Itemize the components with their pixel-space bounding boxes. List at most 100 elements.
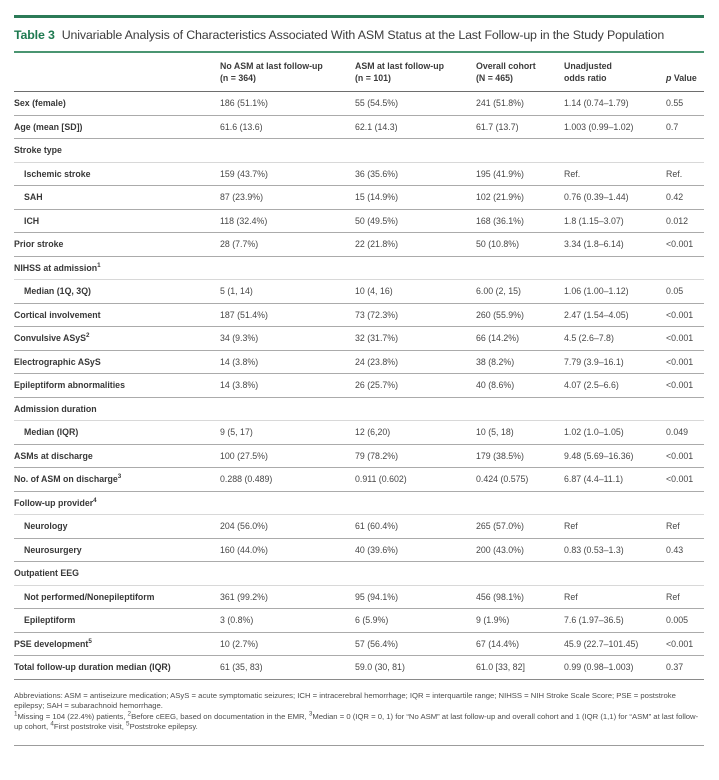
cell-value — [564, 561, 666, 586]
footnote-marker: 3 — [117, 473, 122, 481]
cell-value: 28 (7.7%) — [220, 232, 355, 257]
table-row: Sex (female) 186 (51.1%) 55 (54.5%) 241 (51… — [14, 91, 704, 116]
cell-value: 456 (98.1%) — [476, 585, 564, 609]
row-label: Outpatient EEG — [14, 561, 220, 586]
cell-value: 0.012 — [666, 209, 704, 233]
cell-value — [564, 491, 666, 515]
table-row: Neurology 204 (56.0%) 61 (60.4%) 265 (57.0%… — [14, 514, 704, 539]
cell-value: 1.14 (0.74–1.79) — [564, 91, 666, 116]
cell-value: 1.06 (1.00–1.12) — [564, 279, 666, 304]
cell-value: 187 (51.4%) — [220, 303, 355, 327]
cell-value: 36 (35.6%) — [355, 162, 476, 186]
row-label: Epileptiform abnormalities — [14, 373, 220, 398]
cell-value: Ref. — [564, 162, 666, 186]
cell-value: 9 (5, 17) — [220, 420, 355, 445]
cell-value: 3.34 (1.8–6.14) — [564, 232, 666, 257]
cell-value: 7.79 (3.9–16.1) — [564, 350, 666, 374]
top-divider-bar — [14, 15, 704, 18]
header-col-asm: ASM at last follow-up (n = 101) — [355, 53, 476, 92]
cell-value: 241 (51.8%) — [476, 91, 564, 116]
header-col-no-asm: No ASM at last follow-up (n = 364) — [220, 53, 355, 92]
row-label: Electrographic ASyS — [14, 350, 220, 374]
cell-value: 87 (23.9%) — [220, 185, 355, 210]
cell-value: 102 (21.9%) — [476, 185, 564, 210]
row-label: Median (1Q, 3Q) — [14, 279, 220, 304]
cell-value: 0.05 — [666, 279, 704, 304]
cell-value — [666, 138, 704, 163]
cell-value: 61 (35, 83) — [220, 655, 355, 680]
cell-value — [355, 397, 476, 421]
cell-value: 26 (25.7%) — [355, 373, 476, 398]
cell-value — [355, 138, 476, 163]
table-row: Neurosurgery 160 (44.0%) 40 (39.6%) 200 (43… — [14, 538, 704, 562]
header-col-overall: Overall cohort (N = 465) — [476, 53, 564, 92]
cell-value: 50 (49.5%) — [355, 209, 476, 233]
cell-value: 62.1 (14.3) — [355, 115, 476, 139]
cell-value: 0.37 — [666, 655, 704, 680]
cell-value: 186 (51.1%) — [220, 91, 355, 116]
footnote-marker: 5 — [126, 720, 130, 728]
cell-value: 0.43 — [666, 538, 704, 562]
cell-value: 15 (14.9%) — [355, 185, 476, 210]
cell-value — [564, 138, 666, 163]
abbreviations-note: Abbreviations: ASM = antiseizure medicat… — [14, 690, 676, 711]
footnote-marker: 5 — [88, 637, 92, 645]
table-row: Prior stroke 28 (7.7%) 22 (21.8%) 50 (10.8%… — [14, 232, 704, 257]
row-label: ASMs at discharge — [14, 444, 220, 468]
row-label: Neurosurgery — [14, 538, 220, 562]
cell-value: 1.003 (0.99–1.02) — [564, 115, 666, 139]
cell-value: 12 (6,20) — [355, 420, 476, 445]
cell-value: 0.911 (0.602) — [355, 467, 476, 492]
cell-value — [666, 397, 704, 421]
cell-value — [220, 491, 355, 515]
title-underline-rule — [14, 51, 704, 53]
cell-value: <0.001 — [666, 232, 704, 257]
footnote-marker: 3 — [308, 710, 313, 718]
cell-value: Ref — [666, 585, 704, 609]
cell-value: 4.5 (2.6–7.8) — [564, 326, 666, 351]
cell-value: 55 (54.5%) — [355, 91, 476, 116]
header-col-odds-ratio: Unadjusted odds ratio — [564, 53, 666, 92]
cell-value: 5 (1, 14) — [220, 279, 355, 304]
section-header-row: Admission duration — [14, 397, 704, 421]
cell-value: 0.424 (0.575) — [476, 467, 564, 492]
cell-value: <0.001 — [666, 632, 704, 656]
cell-value: 34 (9.3%) — [220, 326, 355, 351]
cell-value — [355, 256, 476, 280]
row-label: Ischemic stroke — [14, 162, 220, 186]
cell-value: <0.001 — [666, 467, 704, 492]
table-row: Age (mean [SD]) 61.6 (13.6) 62.1 (14.3) 61.… — [14, 115, 704, 139]
table-row: Median (1Q, 3Q) 5 (1, 14) 10 (4, 16) 6.00 (… — [14, 279, 704, 304]
cell-value: <0.001 — [666, 444, 704, 468]
cell-value — [220, 256, 355, 280]
cell-value: 50 (10.8%) — [476, 232, 564, 257]
row-label: No. of ASM on discharge3 — [14, 467, 220, 492]
cell-value — [220, 138, 355, 163]
table-body: Sex (female) 186 (51.1%) 55 (54.5%) 241 (51… — [14, 91, 704, 680]
row-label: SAH — [14, 185, 220, 210]
cell-value: 1.8 (1.15–3.07) — [564, 209, 666, 233]
section-header-row: Follow-up provider4 — [14, 491, 704, 515]
cell-value: 0.99 (0.98–1.003) — [564, 655, 666, 680]
row-label: NIHSS at admission1 — [14, 256, 220, 280]
table-row: Epileptiform abnormalities 14 (3.8%) 26 (2… — [14, 373, 704, 398]
cell-value: 204 (56.0%) — [220, 514, 355, 539]
cell-value — [476, 138, 564, 163]
header-empty-cell — [14, 53, 220, 92]
cell-value: 160 (44.0%) — [220, 538, 355, 562]
cell-value: 1.02 (1.0–1.05) — [564, 420, 666, 445]
table-row: Cortical involvement 187 (51.4%) 73 (72.3%… — [14, 303, 704, 327]
cell-value: 3 (0.8%) — [220, 608, 355, 633]
cell-value: 22 (21.8%) — [355, 232, 476, 257]
cell-value: 0.005 — [666, 608, 704, 633]
cell-value: 73 (72.3%) — [355, 303, 476, 327]
cell-value: 10 (4, 16) — [355, 279, 476, 304]
table-row: Ischemic stroke 159 (43.7%) 36 (35.6%) 195 … — [14, 162, 704, 186]
cell-value: 6 (5.9%) — [355, 608, 476, 633]
cell-value: <0.001 — [666, 373, 704, 398]
cell-value: 61.7 (13.7) — [476, 115, 564, 139]
cell-value: 0.7 — [666, 115, 704, 139]
cell-value — [564, 397, 666, 421]
table-row: SAH 87 (23.9%) 15 (14.9%) 102 (21.9%) 0.76 (… — [14, 185, 704, 210]
table-row: Electrographic ASyS 14 (3.8%) 24 (23.8%) 38… — [14, 350, 704, 374]
